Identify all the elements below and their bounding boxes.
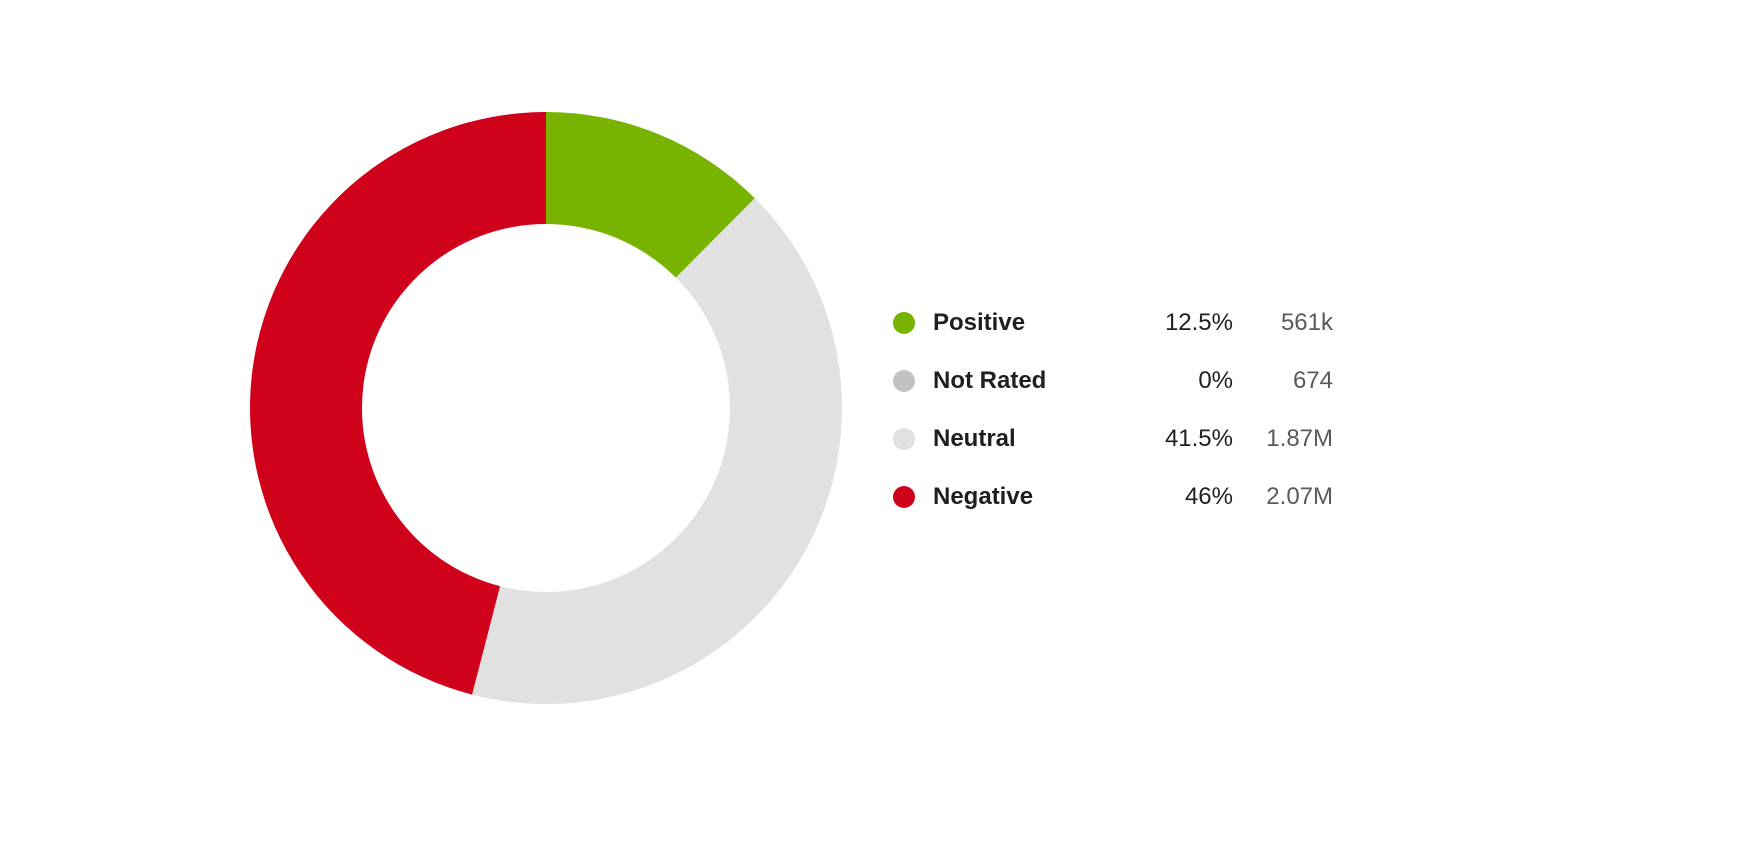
legend-item-not-rated: Not Rated 0% 674 (893, 361, 1333, 419)
legend-count-positive: 561k (1280, 309, 1333, 336)
legend-item-positive: Positive 12.5% 561k (893, 303, 1333, 361)
slice-neutral (472, 198, 842, 705)
slice-positive (546, 112, 755, 278)
legend-item-negative: Negative 46% 2.07M (893, 477, 1333, 535)
legend-item-neutral: Neutral 41.5% 1.87M (893, 419, 1333, 477)
slice-negative (249, 112, 546, 695)
legend-label-negative: Negative (933, 483, 1034, 510)
legend-percent-neutral: 41.5% (1164, 425, 1233, 452)
legend-count-not-rated: 674 (1292, 367, 1333, 394)
legend-percent-not-rated: 0% (1198, 367, 1233, 394)
legend-dot-neutral (893, 428, 915, 450)
legend-label-neutral: Neutral (933, 425, 1016, 452)
legend-count-neutral: 1.87M (1266, 425, 1333, 452)
slice-not-rated (675, 198, 756, 278)
legend-dot-positive (893, 312, 915, 334)
legend-percent-positive: 12.5% (1164, 309, 1233, 336)
legend-label-positive: Positive (933, 309, 1026, 336)
legend-count-negative: 2.07M (1266, 483, 1333, 510)
donut-slices (249, 112, 842, 705)
legend-percent-negative: 46% (1184, 483, 1233, 510)
chart-legend: Positive 12.5% 561k Not Rated 0% 674 Neu… (893, 303, 1333, 535)
legend-dot-not-rated (893, 370, 915, 392)
legend-dot-negative (893, 486, 915, 508)
legend-label-not-rated: Not Rated (933, 367, 1047, 394)
